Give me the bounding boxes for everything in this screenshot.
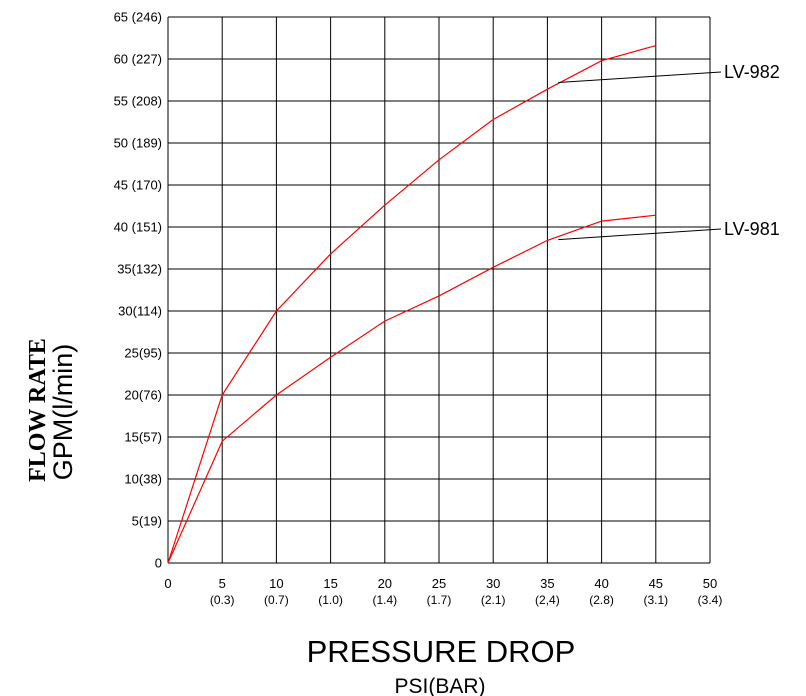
- grid: [167, 16, 711, 564]
- y-tick-label: 65 (246): [114, 10, 162, 25]
- series-label-lv-981: LV-981: [724, 219, 780, 239]
- y-tick-label: 45 (170): [114, 178, 162, 193]
- y-tick-label: 60 (227): [114, 52, 162, 67]
- y-tick-label: 35(132): [117, 262, 162, 277]
- x-tick-sublabel: (2.8): [589, 593, 614, 607]
- x-tick-sublabel: (3.1): [643, 593, 668, 607]
- series-lines: [167, 45, 656, 564]
- y-tick-label: 50 (189): [114, 136, 162, 151]
- series-leaders: LV-982 LV-981: [558, 62, 780, 241]
- x-tick-label: 40: [594, 576, 608, 591]
- leader-line-lv-981: [558, 228, 722, 241]
- y-tick-label: 5(19): [132, 514, 162, 529]
- x-tick-sublabel: (2,4): [535, 593, 560, 607]
- leader-line-lv-982: [558, 71, 722, 84]
- y-tick-label: 15(57): [124, 430, 162, 445]
- x-tick-sublabel: (1.0): [318, 593, 343, 607]
- x-tick-label: 50: [703, 576, 717, 591]
- x-tick-label: 15: [323, 576, 337, 591]
- series-line-lv-981: [167, 214, 656, 564]
- y-tick-label: 20(76): [124, 388, 162, 403]
- x-tick-label: 45: [649, 576, 663, 591]
- x-axis-ticks: 0 5 (0.3) 10 (0.7) 15 (1.0) 20 (1.4) 25 (1.7) 30 (2.…: [164, 576, 722, 607]
- x-tick-label: 5: [219, 576, 226, 591]
- y-tick-label: 40 (151): [114, 220, 162, 235]
- y-tick-label: 25(95): [124, 346, 162, 361]
- series-line-lv-982: [167, 45, 656, 564]
- y-tick-label: 10(38): [124, 472, 162, 487]
- x-tick-label: 35: [540, 576, 554, 591]
- x-tick-sublabel: (1.4): [372, 593, 397, 607]
- x-tick-label: 30: [486, 576, 500, 591]
- x-tick-sublabel: (2.1): [481, 593, 506, 607]
- x-tick-sublabel: (0.7): [264, 593, 289, 607]
- x-tick-label: 10: [269, 576, 283, 591]
- y-tick-label: 0: [155, 556, 162, 571]
- x-tick-label: 25: [432, 576, 446, 591]
- y-tick-label: 55 (208): [114, 94, 162, 109]
- y-axis-ticks: 0 5(19) 10(38) 15(57) 20(76) 25(95) 30(114) 35(…: [114, 10, 162, 571]
- series-label-lv-982: LV-982: [724, 62, 780, 82]
- x-tick-sublabel: (3.4): [698, 593, 723, 607]
- y-tick-label: 30(114): [118, 304, 162, 319]
- y-axis-label-flow-rate: FLOW RATE: [25, 338, 51, 482]
- y-axis-label-units: GPM(l/min): [48, 344, 78, 481]
- x-tick-sublabel: (1.7): [427, 593, 452, 607]
- x-axis-label: PRESSURE DROP: [307, 634, 576, 669]
- x-tick-label: 20: [378, 576, 392, 591]
- x-axis-sublabel: PSI(BAR): [394, 675, 485, 696]
- x-tick-sublabel: (0.3): [210, 593, 235, 607]
- x-tick-label: 0: [164, 576, 171, 591]
